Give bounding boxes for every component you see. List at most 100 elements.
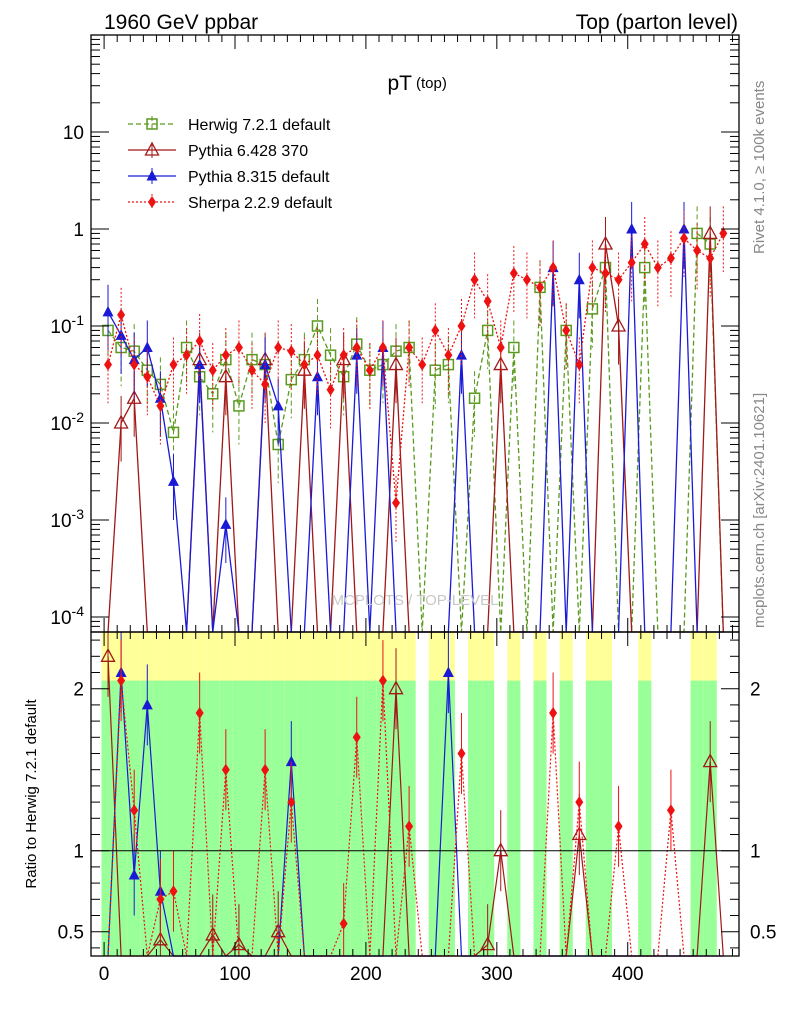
data-point-sherpa <box>117 308 126 321</box>
ratio-point-sherpa <box>666 804 675 817</box>
data-point-sherpa <box>457 319 466 332</box>
ratio-point-sherpa <box>156 893 165 906</box>
data-point-sherpa <box>614 273 623 286</box>
tick-exponent: -1 <box>72 312 85 328</box>
data-point-sherpa <box>431 324 440 337</box>
ratio-point-pythia6 <box>100 647 116 662</box>
data-point-sherpa <box>666 252 675 265</box>
data-point-pythia6 <box>388 356 404 371</box>
legend-marker <box>144 141 160 156</box>
band-inner <box>337 680 351 956</box>
data-point-sherpa <box>418 358 427 371</box>
ratio-point-pythia8 <box>128 869 140 880</box>
band-inner <box>363 680 377 956</box>
data-point-sherpa <box>405 341 414 354</box>
data-point-pythia6 <box>113 414 129 429</box>
ratio-point-pythia6 <box>205 926 221 941</box>
ratio-point-sherpa <box>130 804 139 817</box>
data-point-pythia8 <box>102 305 114 317</box>
data-point-sherpa <box>470 273 479 286</box>
data-point-sherpa <box>496 341 505 354</box>
band-inner <box>468 680 482 956</box>
data-point-pythia6 <box>597 235 614 250</box>
axis-ticks <box>91 35 739 956</box>
data-point-sherpa <box>274 341 283 354</box>
data-point-sherpa <box>549 261 558 274</box>
data-point-sherpa <box>392 496 401 509</box>
legend-marker <box>146 170 158 181</box>
data-point-sherpa <box>706 252 715 265</box>
band-inner <box>703 680 717 956</box>
ratio-tick-label-left: 0.5 <box>58 923 84 944</box>
y-tick-label-main: 1 <box>73 220 84 241</box>
band-inner <box>232 680 246 956</box>
band-inner <box>219 680 233 956</box>
data-point-sherpa <box>352 341 361 354</box>
band-inner <box>166 680 181 956</box>
data-point-herwig <box>508 341 520 354</box>
data-point-sherpa <box>130 358 139 371</box>
side-label-source: mcplots.cern.ch [arXiv:2401.10621] <box>751 393 768 628</box>
legend-label: Pythia 6.428 370 <box>188 143 308 160</box>
ratio-point-sherpa <box>169 885 178 898</box>
ratio-point-sherpa <box>614 820 623 833</box>
data-point-herwig <box>233 400 245 412</box>
band-inner <box>310 680 325 956</box>
data-point-pythia8 <box>573 273 585 285</box>
legend-label: Sherpa 2.2.9 default <box>188 195 333 212</box>
data-point-sherpa <box>156 399 165 412</box>
band-inner <box>481 680 495 956</box>
data-point-sherpa <box>339 349 348 362</box>
side-label-rivet: Rivet 4.1.0, ≥ 100k events <box>751 81 768 254</box>
data-point-sherpa <box>261 378 270 391</box>
data-point-sherpa <box>653 261 662 274</box>
tick-exponent: -2 <box>72 409 85 425</box>
data-point-sherpa <box>365 364 374 377</box>
band-inner <box>533 680 547 956</box>
header-right: Top (parton level) <box>576 11 738 34</box>
data-point-herwig <box>324 349 337 361</box>
ratio-plot-frame <box>90 631 740 957</box>
data-point-sherpa <box>562 324 571 337</box>
x-tick-label: 400 <box>612 964 644 985</box>
data-point-sherpa <box>169 358 178 371</box>
data-point-sherpa <box>234 341 243 354</box>
band-inner <box>153 680 167 956</box>
ratio-tick-label-left: 2 <box>73 680 84 701</box>
ratio-line-sherpa <box>107 680 724 957</box>
ratio-uncertainty-bands <box>101 632 717 956</box>
band-inner <box>350 680 364 956</box>
data-point-sherpa <box>287 345 296 358</box>
data-point-sherpa <box>444 349 453 362</box>
ratio-point-pythia8 <box>285 755 297 767</box>
ratio-y-axis-label: Ratio to Herwig 7.2.1 default <box>23 699 40 889</box>
data-point-sherpa <box>104 358 113 371</box>
data-point-pythia8 <box>141 341 153 353</box>
tick-base: 10 <box>50 608 71 629</box>
legend-label: Herwig 7.2.1 default <box>188 117 331 134</box>
band-inner <box>101 680 115 956</box>
ratio-point-pythia6 <box>270 923 286 938</box>
ratio-point-pythia6 <box>702 753 718 768</box>
tick-exponent: -4 <box>72 603 85 619</box>
ratio-tick-label-left: 1 <box>73 842 84 863</box>
tick-base: 10 <box>50 511 71 532</box>
data-point-pythia8 <box>259 358 271 370</box>
ratio-point-sherpa <box>261 763 270 776</box>
ratio-point-sherpa <box>287 796 296 809</box>
data-point-pythia8 <box>311 370 323 382</box>
data-point-sherpa <box>575 358 584 371</box>
data-point-sherpa <box>601 267 610 280</box>
data-point-herwig <box>586 303 599 315</box>
tick-base: 10 <box>50 317 71 338</box>
data-point-herwig <box>468 392 481 404</box>
band-inner <box>376 680 390 956</box>
data-point-sherpa <box>588 261 597 274</box>
band-inner <box>598 680 613 956</box>
data-point-sherpa <box>693 244 702 257</box>
data-point-sherpa <box>378 341 387 354</box>
data-point-sherpa <box>208 364 217 377</box>
data-point-sherpa <box>522 273 531 286</box>
plot-title-sub: (top) <box>416 75 447 92</box>
